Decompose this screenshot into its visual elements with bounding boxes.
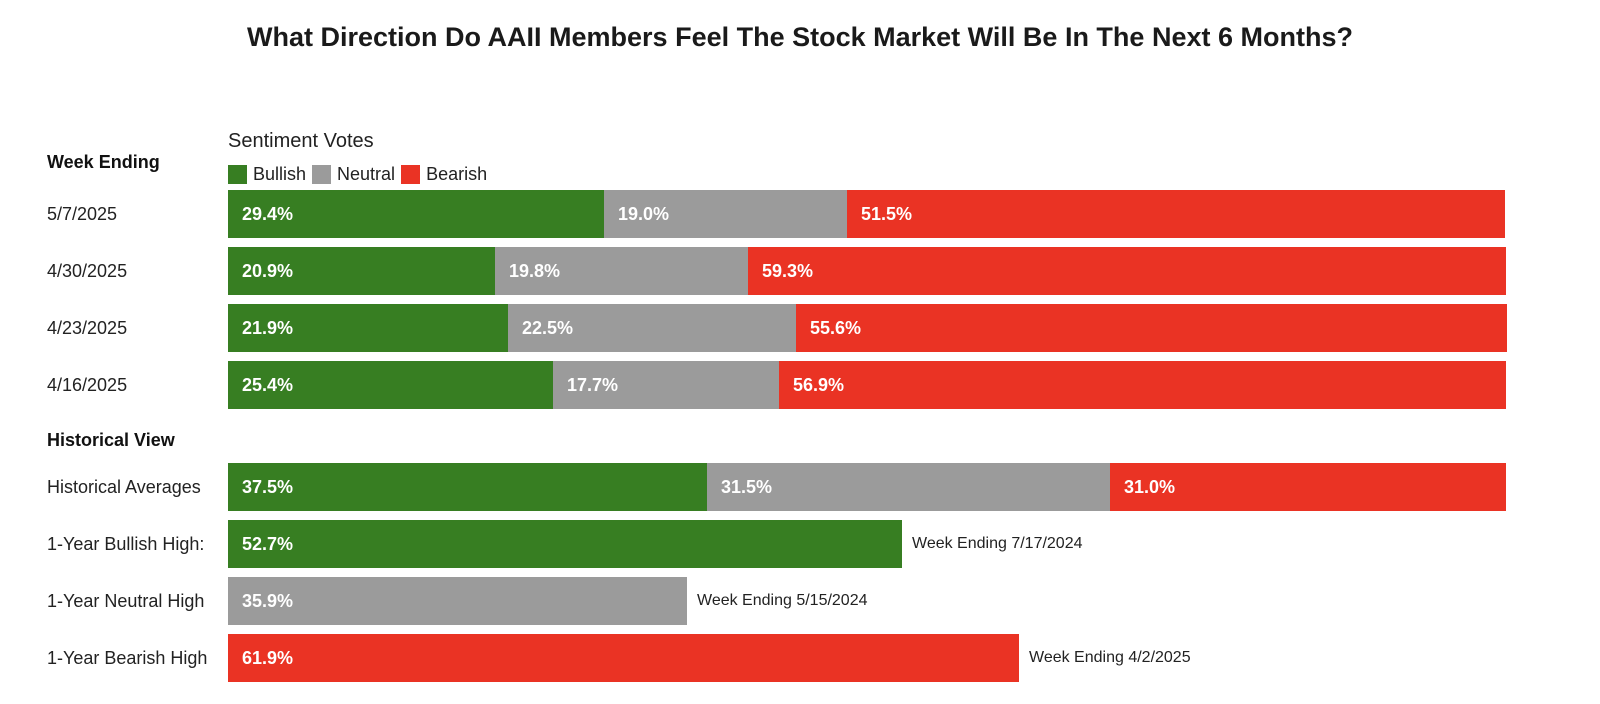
legend-item-bearish: Bearish <box>401 164 487 185</box>
bar-segment-neutral: 19.8% <box>495 247 748 295</box>
bar-row: 37.5% 31.5% 31.0% <box>228 463 1506 511</box>
legend-item-bullish: Bullish <box>228 164 306 185</box>
bar-segment-neutral: 17.7% <box>553 361 779 409</box>
data-label: 37.5% <box>242 477 294 497</box>
legend-item-neutral: Neutral <box>312 164 395 185</box>
legend-swatch-neutral <box>312 165 332 184</box>
bar-segment-neutral: 35.9% <box>228 577 687 625</box>
bar-row: 61.9% <box>228 634 1019 682</box>
bar-row: 25.4% 17.7% 56.9% <box>228 361 1506 409</box>
data-label: 19.8% <box>509 261 561 281</box>
bar-segment-neutral: 31.5% <box>707 463 1110 511</box>
data-label: 35.9% <box>242 591 294 611</box>
bar-segment-bullish: 21.9% <box>228 304 508 352</box>
data-label: 59.3% <box>762 261 814 281</box>
bar-segment-neutral: 19.0% <box>604 190 847 238</box>
data-label: 52.7% <box>242 534 294 554</box>
row-label: Historical Averages <box>47 477 201 497</box>
data-label: 61.9% <box>242 648 294 668</box>
section-heading: Week Ending <box>47 152 160 172</box>
legend-swatch-bearish <box>401 165 421 184</box>
data-label: 51.5% <box>861 204 913 224</box>
bar-segment-bearish: 51.5% <box>847 190 1505 238</box>
bar-segment-bullish: 29.4% <box>228 190 604 238</box>
row-label: 5/7/2025 <box>47 204 118 224</box>
data-label: 21.9% <box>242 318 294 338</box>
legend-label-bearish: Bearish <box>426 164 488 184</box>
bar-row: 35.9% <box>228 577 687 625</box>
legend-label-neutral: Neutral <box>337 164 396 184</box>
bar-note: Week Ending 4/2/2025 <box>1029 649 1191 666</box>
data-label: 25.4% <box>242 375 294 395</box>
data-label: 22.5% <box>522 318 574 338</box>
bar-segment-bullish: 20.9% <box>228 247 495 295</box>
row-label: 1-Year Bearish High <box>47 648 208 668</box>
bar-segment-bearish: 55.6% <box>796 304 1507 352</box>
data-label: 31.0% <box>1124 477 1176 497</box>
bar-row: 21.9% 22.5% 55.6% <box>228 304 1507 352</box>
bar-note: Week Ending 7/17/2024 <box>912 535 1083 552</box>
bar-segment-bearish: 31.0% <box>1110 463 1506 511</box>
data-label: 19.0% <box>618 204 670 224</box>
row-label: 4/30/2025 <box>47 261 128 281</box>
data-label: 55.6% <box>810 318 862 338</box>
bar-row: 29.4% 19.0% 51.5% <box>228 190 1505 238</box>
data-label: 31.5% <box>721 477 773 497</box>
bar-segment-bearish: 56.9% <box>779 361 1506 409</box>
bar-segment-neutral: 22.5% <box>508 304 796 352</box>
legend-swatch-bullish <box>228 165 247 184</box>
data-label: 29.4% <box>242 204 294 224</box>
bar-row: 20.9% 19.8% 59.3% <box>228 247 1506 295</box>
legend: Bullish Neutral Bearish <box>228 164 493 185</box>
bar-row: 52.7% <box>228 520 902 568</box>
legend-label-bullish: Bullish <box>253 164 307 184</box>
legend-heading: Sentiment Votes <box>228 130 374 152</box>
bar-segment-bullish: 37.5% <box>228 463 707 511</box>
bar-segment-bullish: 52.7% <box>228 520 902 568</box>
chart-title: What Direction Do AAII Members Feel The … <box>247 22 1353 52</box>
row-label: 4/16/2025 <box>47 375 128 395</box>
bar-segment-bearish: 61.9% <box>228 634 1019 682</box>
row-label: 1-Year Bullish High: <box>47 534 205 554</box>
bar-segment-bullish: 25.4% <box>228 361 553 409</box>
bar-segment-bearish: 59.3% <box>748 247 1506 295</box>
row-label: 4/23/2025 <box>47 318 128 338</box>
row-label: 1-Year Neutral High <box>47 591 205 611</box>
data-label: 17.7% <box>567 375 619 395</box>
data-label: 20.9% <box>242 261 294 281</box>
section-heading: Historical View <box>47 430 175 450</box>
bar-note: Week Ending 5/15/2024 <box>697 592 868 609</box>
data-label: 56.9% <box>793 375 845 395</box>
